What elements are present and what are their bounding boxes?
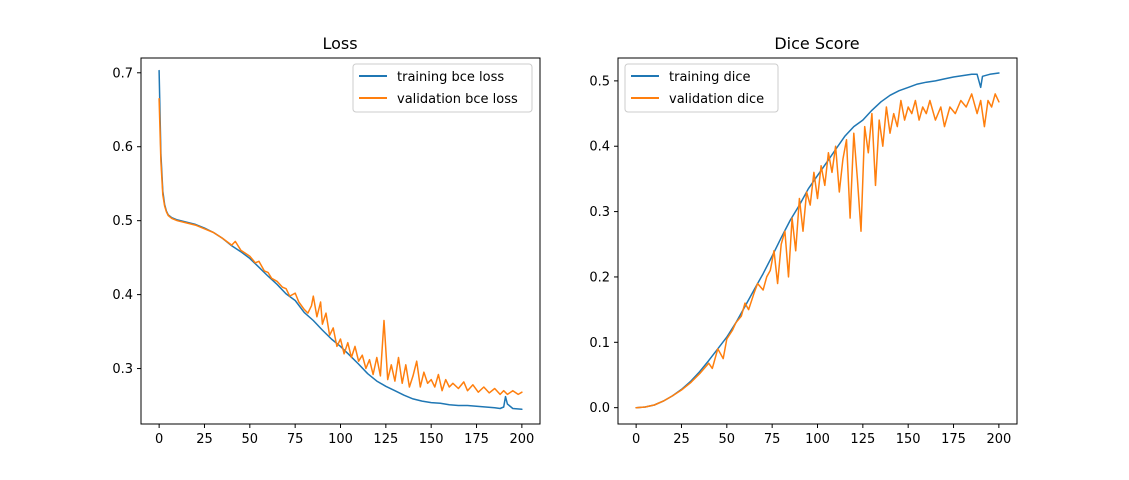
loss-subplot: Loss 0 25 50 75 100 125 150 175 2000.30.40.50.60… — [112, 34, 541, 447]
dice-y-tick-label: 0.5 — [589, 74, 610, 89]
loss-x-tick-label: 75 — [287, 432, 304, 447]
loss-series-layer — [158, 69, 523, 410]
dice-x-tick-label: 150 — [896, 432, 921, 447]
dice-x-tick-label: 100 — [805, 432, 830, 447]
loss-x-tick-label: 50 — [242, 432, 259, 447]
dice-series-layer — [635, 72, 1000, 409]
loss-series-training-line — [158, 69, 523, 410]
loss-legend-label-training: training bce loss — [397, 70, 504, 85]
loss-y-tick-label: 0.7 — [112, 66, 133, 81]
loss-legend-box — [352, 63, 533, 113]
loss-y-tick-label: 0.4 — [112, 288, 133, 303]
dice-x-tick-label: 125 — [850, 432, 875, 447]
dice-ticks-layer: 0 25 50 75 100 125 150 175 200 0.0 0.1 0.2 0.3 0.4 0.5 — [589, 74, 1011, 447]
loss-x-tick-label: 0 — [155, 432, 163, 447]
dice-y-tick-label: 0.1 — [589, 336, 610, 351]
dice-series-validation-line — [635, 93, 1000, 409]
loss-x-tick-label: 150 — [419, 432, 444, 447]
loss-y-tick-label: 0.6 — [112, 140, 133, 155]
loss-x-tick-label: 100 — [328, 432, 353, 447]
loss-ticks-layer: 0 25 50 75 100 125 150 175 200 0.3 0.4 0.5 0.6 0.7 — [112, 66, 534, 447]
dice-y-tick-label: 0.2 — [589, 270, 610, 285]
loss-series-validation-line — [158, 97, 523, 396]
dice-x-tick-label: 75 — [764, 432, 781, 447]
dice-x-tick-label: 25 — [673, 432, 690, 447]
loss-x-tick-label: 25 — [196, 432, 213, 447]
dice-legend-box — [624, 63, 779, 113]
dice-legend-label-training: training dice — [669, 70, 751, 85]
dice-x-tick-label: 0 — [632, 432, 640, 447]
dice-subplot: Dice Score 0 25 50 75 100 125 150 175 2000.00.10… — [589, 34, 1018, 447]
dice-x-tick-label: 200 — [986, 432, 1011, 447]
loss-x-tick-label: 200 — [509, 432, 534, 447]
loss-x-tick-label: 125 — [373, 432, 398, 447]
dice-y-tick-label: 0.0 — [589, 401, 610, 416]
loss-legend-label-validation: validation bce loss — [397, 92, 518, 107]
dice-x-tick-label: 50 — [719, 432, 736, 447]
dice-legend-label-validation: validation dice — [669, 92, 764, 107]
loss-legend: training bce loss validation bce loss — [352, 63, 533, 113]
dice-legend: training dice validation dice — [624, 63, 779, 113]
loss-y-tick-label: 0.3 — [112, 362, 133, 377]
loss-chart-title: Loss — [322, 34, 357, 53]
dice-y-tick-label: 0.4 — [589, 140, 610, 155]
loss-y-tick-label: 0.5 — [112, 214, 133, 229]
dice-chart-title: Dice Score — [774, 34, 859, 53]
dice-y-tick-label: 0.3 — [589, 205, 610, 220]
dice-x-tick-label: 175 — [941, 432, 966, 447]
loss-x-tick-label: 175 — [464, 432, 489, 447]
